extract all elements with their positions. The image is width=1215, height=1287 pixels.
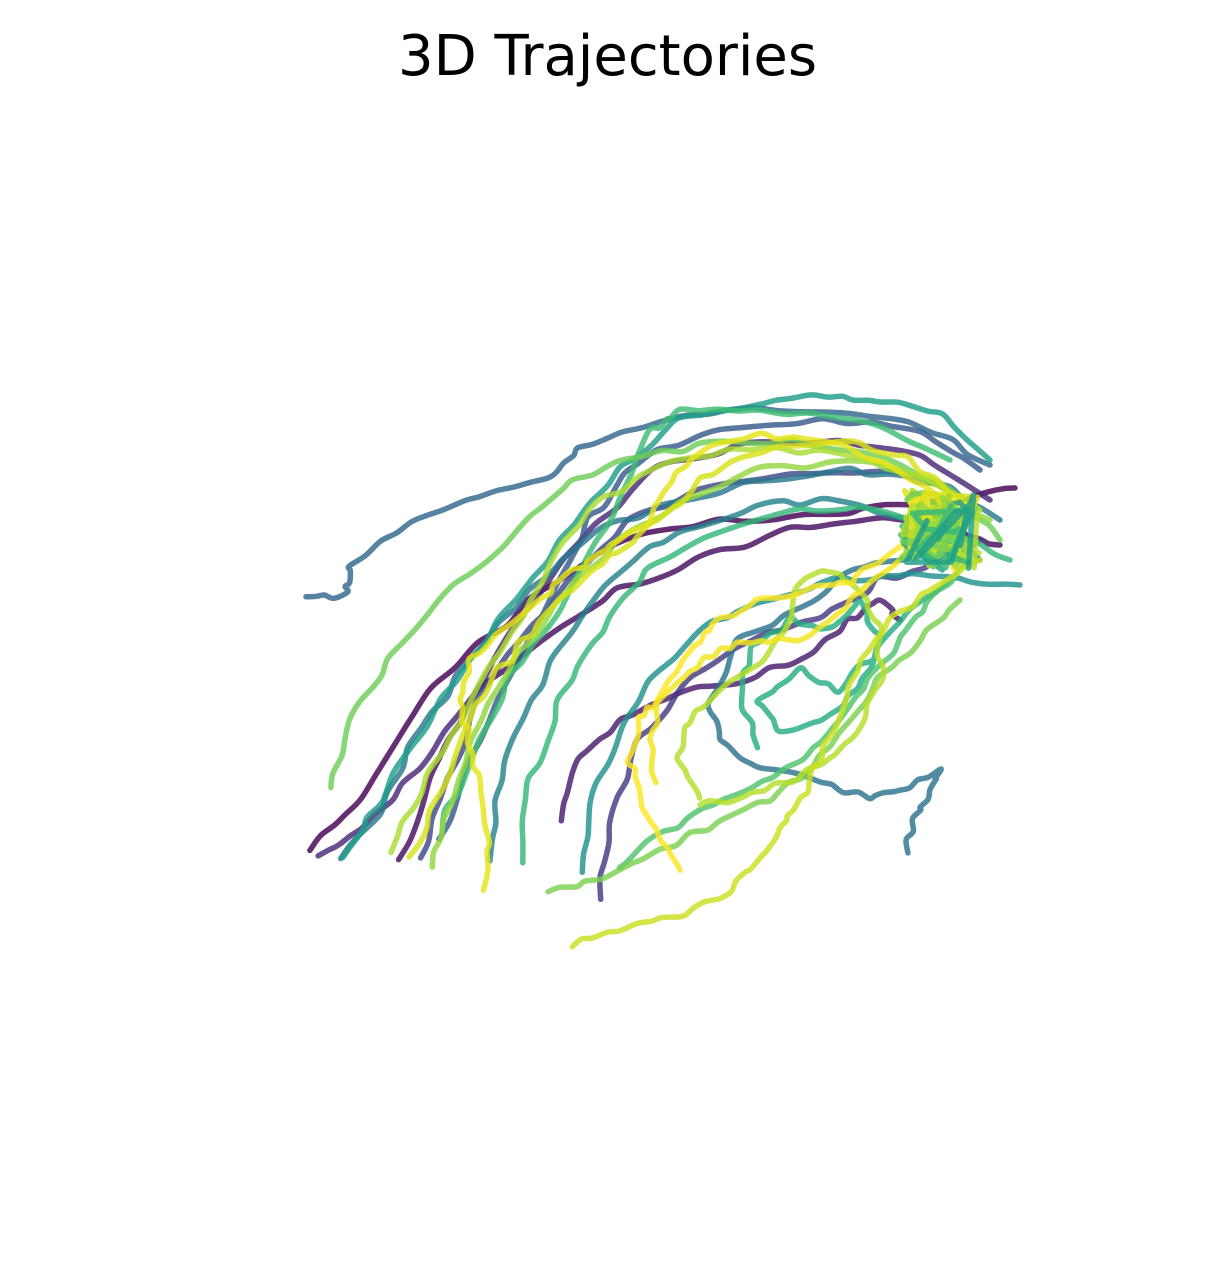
trajectory-line-12 — [579, 570, 1023, 876]
endpoint-cluster — [897, 487, 982, 573]
series-layer — [303, 392, 1023, 950]
trajectory-line-8 — [303, 404, 993, 602]
trajectory-line-24 — [406, 438, 963, 860]
trajectory-line-13 — [340, 392, 993, 861]
chart-title: 3D Trajectories — [397, 24, 818, 89]
trajectory-line-22 — [674, 568, 887, 808]
trajectory-line-23 — [569, 557, 983, 950]
trajectory-line-26 — [624, 506, 963, 873]
trajectory-line-17 — [616, 557, 973, 871]
trajectory-line-21 — [388, 444, 983, 856]
trajectory-line-16 — [439, 406, 953, 835]
trajectory-line-25 — [457, 430, 953, 894]
trajectory-line-18 — [328, 436, 1003, 791]
cluster-stroke-14 — [903, 492, 977, 571]
